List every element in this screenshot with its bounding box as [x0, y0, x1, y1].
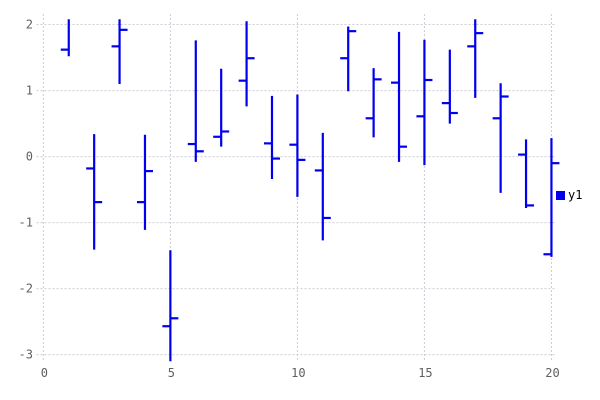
x-axis-tick-label: 0	[41, 366, 48, 380]
x-axis-tick-label: 10	[291, 366, 305, 380]
x-axis-tick-label: 20	[545, 366, 559, 380]
y-axis-tick-label: -3	[19, 348, 33, 362]
y-axis-tick-label: 0	[26, 150, 33, 164]
legend-label: y1	[568, 188, 583, 202]
y-axis-tick-label: 2	[26, 18, 33, 32]
y-axis-tick-label: -1	[19, 216, 33, 230]
legend-marker-square-icon	[556, 191, 565, 200]
y-axis-tick-label: 1	[26, 84, 33, 98]
legend: y1	[556, 188, 583, 202]
y-axis-tick-label: -2	[19, 282, 33, 296]
x-axis-tick-label: 15	[418, 366, 432, 380]
x-axis-tick-label: 5	[168, 366, 175, 380]
